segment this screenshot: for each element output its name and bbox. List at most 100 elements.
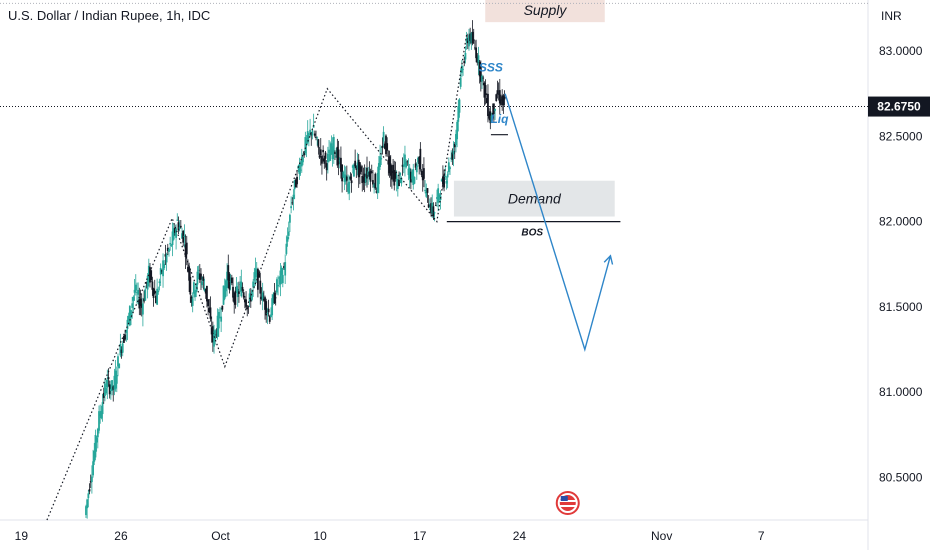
- candle-body: [157, 290, 160, 293]
- candle-body: [364, 176, 367, 183]
- candle-body: [159, 267, 162, 275]
- candle-body: [247, 306, 250, 308]
- candle-body: [471, 31, 474, 44]
- candle-body: [176, 219, 179, 221]
- candle-body: [470, 33, 473, 43]
- candle-body: [447, 162, 450, 172]
- candle-body: [395, 179, 398, 181]
- last-price-label: 82.6750: [877, 100, 921, 114]
- us-flag-stripe: [559, 505, 576, 507]
- candle-body: [171, 231, 174, 246]
- candle-body: [440, 179, 443, 182]
- candle-body: [351, 165, 354, 168]
- candle-body: [134, 284, 137, 291]
- candle-body: [150, 270, 153, 281]
- candle-body: [342, 171, 345, 178]
- candle-body: [267, 308, 270, 313]
- candle-body: [349, 176, 352, 180]
- candle-body: [259, 280, 262, 294]
- candle-body: [424, 189, 427, 192]
- candle-body: [141, 303, 144, 315]
- candle-body: [291, 202, 294, 204]
- candle-body: [88, 489, 91, 492]
- candle-body: [108, 384, 111, 395]
- candle-body: [477, 55, 480, 64]
- candle-body: [465, 38, 468, 43]
- x-tick-label: Nov: [651, 529, 672, 543]
- candle-body: [487, 93, 489, 116]
- candle-body: [160, 270, 163, 272]
- candle-body: [208, 308, 211, 312]
- candle-body: [275, 279, 278, 293]
- candle-body: [289, 214, 291, 223]
- candle-body: [306, 131, 309, 143]
- candle-body: [185, 242, 188, 255]
- candle-body: [375, 191, 378, 193]
- candle-body: [324, 152, 327, 159]
- candle-body: [325, 163, 328, 171]
- candle-body: [319, 149, 322, 156]
- candle-body: [495, 94, 498, 101]
- candle-body: [178, 226, 181, 229]
- candle-body: [376, 172, 379, 193]
- candle-body: [316, 137, 319, 139]
- candle-body: [444, 176, 447, 177]
- candle-body: [361, 175, 364, 184]
- candle-body: [396, 178, 399, 189]
- candle-body: [179, 225, 182, 228]
- candle-body: [200, 273, 202, 280]
- candle-body: [187, 266, 189, 272]
- candle-body: [472, 39, 475, 41]
- candle-body: [328, 149, 330, 154]
- candle-body: [377, 163, 380, 185]
- candle-body: [260, 296, 263, 300]
- candle-body: [266, 312, 269, 314]
- candle-body: [194, 291, 196, 297]
- annotation-bos: BOS: [521, 227, 543, 238]
- candle-body: [501, 96, 504, 101]
- candle-body: [453, 143, 456, 148]
- candle-body: [497, 93, 500, 95]
- candle-body: [491, 112, 494, 116]
- candle-body: [149, 267, 151, 283]
- candle-body: [100, 411, 103, 419]
- candle-body: [331, 146, 334, 160]
- x-tick-label: 10: [313, 529, 327, 543]
- candle-body: [317, 139, 320, 148]
- candle-body: [221, 305, 224, 310]
- candle-body: [213, 331, 215, 347]
- candle-body: [421, 175, 424, 181]
- candle-body: [105, 388, 108, 394]
- candle-body: [109, 388, 112, 392]
- candle-body: [455, 134, 457, 146]
- candle-body: [248, 293, 251, 302]
- candle-body: [304, 137, 307, 154]
- candle-body: [270, 314, 272, 318]
- candle-body: [400, 177, 403, 184]
- candle-body: [372, 180, 374, 185]
- candle-body: [341, 164, 344, 182]
- x-tick-label: 7: [758, 529, 765, 543]
- candle-body: [257, 268, 259, 290]
- candle-body: [277, 285, 279, 287]
- candle-body: [158, 281, 161, 284]
- candle-body: [155, 295, 157, 304]
- candle-body: [456, 121, 459, 140]
- candle-body: [370, 171, 373, 173]
- candle-body: [101, 402, 104, 415]
- candle-body: [433, 212, 436, 214]
- candle-body: [438, 194, 441, 198]
- candle-body: [468, 35, 470, 47]
- x-tick-label: Oct: [211, 529, 230, 543]
- candle-body: [169, 243, 172, 245]
- candle-body: [488, 114, 491, 119]
- candle-body: [344, 175, 347, 182]
- candle-body: [223, 285, 226, 299]
- candle-body: [357, 159, 360, 178]
- candle-body: [296, 176, 298, 185]
- candle-body: [249, 298, 252, 302]
- candle-body: [398, 179, 400, 187]
- supply-zone: [485, 0, 605, 23]
